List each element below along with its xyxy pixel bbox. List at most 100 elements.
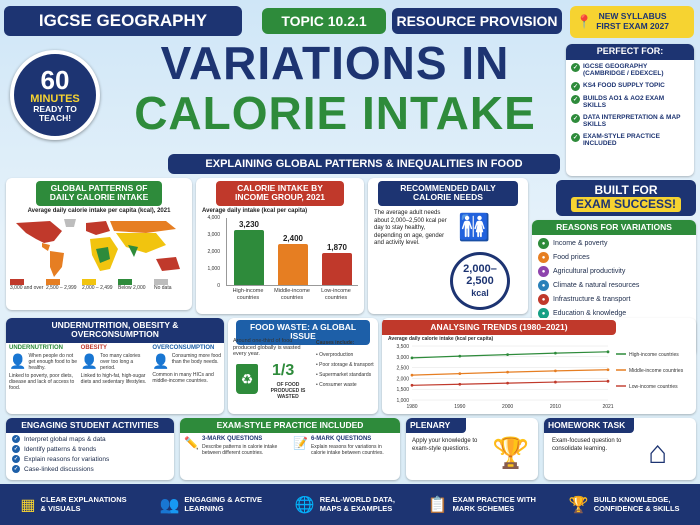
perfect-for-label: EXAM-STYLE PRACTICE INCLUDED: [583, 132, 660, 148]
homework-panel: HOMEWORK TASK Exam-focused question to c…: [544, 418, 696, 480]
map-south-america: [50, 251, 64, 278]
activity-label: Case-linked discussions: [24, 465, 94, 473]
trend-point: [506, 353, 510, 357]
recommended-panel: RECOMMENDED DAILY CALORIE NEEDS The aver…: [368, 178, 528, 314]
map-europe: [86, 221, 110, 236]
global-map-title: GLOBAL PATTERNS OF DAILY CALORIE INTAKE: [36, 181, 162, 206]
grid-icon: ▦: [20, 496, 36, 514]
trend-legend-label: Low-income countries: [629, 384, 678, 390]
trend-point: [606, 350, 610, 354]
legend-swatch: [46, 279, 60, 286]
trend-point: [606, 368, 610, 372]
footer-bar: ▦ CLEAR EXPLANATIONS & VISUALS 👥 ENGAGING &…: [0, 484, 700, 525]
perfect-for-item: ✓ KS4 FOOD SUPPLY TOPIC: [571, 81, 689, 91]
undernutrition-columns: UNDERNUTRITION 👤 When people do not get en…: [6, 343, 224, 393]
title-line-1: VARIATIONS IN: [160, 37, 510, 89]
trend-y-tick: 3,000: [396, 355, 409, 361]
perfect-for-label: KS4 FOOD SUPPLY TOPIC: [583, 81, 665, 89]
map-south-asia: [128, 245, 138, 258]
title-line-2: CALORIE INTAKE: [134, 87, 536, 139]
y-tick-label: 2,000: [207, 249, 220, 255]
trend-point: [506, 381, 510, 385]
perfect-for-list: ✓ IGCSE GEOGRAPHY (CAMBRIDGE / EDEXCEL) ✓ K…: [566, 60, 694, 155]
column-note: Linked to high-fat, high-sugar diets and…: [80, 372, 147, 385]
check-icon: ✓: [571, 62, 580, 72]
map-russia: [110, 221, 176, 234]
perfect-for-label: BUILDS AO1 & AO2 EXAM SKILLS: [583, 94, 665, 110]
plenary-panel: PLENARY Apply your knowledge to exam-sty…: [406, 418, 538, 480]
book-icon: ●: [538, 308, 549, 320]
q2-head: 6-MARK QUESTIONS: [310, 436, 372, 443]
activity-item: ✓ Identify patterns & trends: [12, 445, 168, 454]
income-bar: [278, 244, 308, 285]
trends-ylabel: Average daily calorie intake (kcal per c…: [388, 336, 494, 343]
globe-icon: 🌐: [294, 496, 315, 514]
legend-label: 2,000 – 2,499: [82, 285, 113, 292]
minutes-unit: MINUTES: [30, 92, 80, 105]
built-for-banner: BUILT FOR EXAM SUCCESS!: [556, 180, 696, 216]
topic-label: TOPIC 10.2.1: [281, 13, 367, 29]
money-icon: ●: [538, 238, 549, 250]
check-icon: ✓: [12, 445, 20, 454]
check-icon: ✓: [571, 132, 580, 142]
person-icon: 👤: [152, 352, 170, 369]
column-desc: Too many calories over too long a period…: [100, 352, 141, 371]
trend-point: [458, 382, 462, 386]
q1-head: 3-MARK QUESTIONS: [201, 436, 263, 443]
exam-practice-title: EXAM-STYLE PRACTICE INCLUDED: [180, 418, 400, 434]
group-icon: 👥: [159, 496, 180, 514]
minutes-badge: 60 MINUTES READY TO TEACH!: [10, 50, 100, 140]
page-title: VARIATIONS IN CALORIE INTAKE: [108, 40, 562, 136]
trend-point: [554, 351, 557, 355]
recommended-title: RECOMMENDED DAILY CALORIE NEEDS: [378, 181, 518, 206]
activity-item: ✓ Interpret global maps & data: [12, 435, 168, 444]
y-tick-label: 4,000: [207, 215, 220, 221]
legend-swatch: [82, 279, 96, 286]
trend-x-tick: 2010: [550, 404, 561, 410]
exam-practice-panel: EXAM-STYLE PRACTICE INCLUDED ✏️ 3-MARK Q…: [180, 418, 400, 480]
legend-item: Below 2,000: [118, 279, 152, 291]
legend-label: Below 2,000: [118, 285, 146, 292]
reason-label: Agricultural productivity: [553, 268, 626, 276]
brand-label: IGCSE GEOGRAPHY: [38, 11, 208, 30]
world-map: [16, 219, 180, 278]
reasons-title: REASONS FOR VARIATIONS: [532, 220, 696, 236]
trend-x-tick: 2021: [602, 404, 613, 410]
minutes-number: 60: [40, 64, 70, 95]
pencil-icon: ✏️: [184, 436, 199, 451]
undernutrition-column: OVERCONSUMPTION 👤 Consuming more food than…: [152, 345, 221, 391]
cloud-icon: ●: [538, 280, 549, 292]
tag-icon: ●: [538, 252, 549, 264]
reason-item: ● Income & poverty: [538, 238, 690, 250]
map-asia: [116, 233, 166, 254]
recommended-text: The average adult needs about 2,000–2,50…: [374, 210, 447, 246]
column-heading: OBESITY: [80, 344, 108, 351]
footer-label: REAL-WORLD DATA, MAPS & EXAMPLES: [319, 494, 395, 513]
trend-point: [554, 369, 557, 373]
waste-fraction: 1/3: [272, 362, 295, 379]
trend-point: [410, 383, 414, 387]
y-tick-label: 0: [217, 283, 220, 289]
activity-label: Explain reasons for variations: [24, 455, 110, 463]
column-note: Linked to poverty, poor diets, disease a…: [9, 372, 75, 391]
reason-label: Education & knowledge: [553, 310, 627, 318]
income-chart-panel: CALORIE INTAKE BY INCOME GROUP, 2021 Ave…: [196, 178, 364, 314]
trend-point: [458, 354, 462, 358]
trophy-icon: 🏆: [492, 437, 530, 470]
reason-label: Infrastructure & transport: [553, 296, 631, 304]
syllabus-label: NEW SYLLABUS FIRST EXAM 2027: [596, 11, 669, 31]
built-for-line2: EXAM SUCCESS!: [570, 197, 681, 212]
legend-swatch: [10, 279, 24, 286]
trend-legend-label: Middle-income countries: [629, 368, 684, 374]
trend-point: [506, 370, 510, 374]
plenary-title: PLENARY: [406, 418, 466, 434]
house-icon: ⌂: [648, 434, 668, 470]
income-category-labels: High-income countries Middle-income count…: [226, 288, 358, 301]
food-waste-panel: FOOD WASTE: A GLOBAL ISSUE Around one-th…: [228, 318, 378, 414]
legend-item: 3,000 and over: [10, 279, 44, 291]
map-central-america: [42, 243, 50, 252]
kcal-unit: kcal: [471, 287, 489, 298]
causes-list: • Overproduction • Poor storage & transpo…: [316, 352, 376, 392]
check-icon: ✓: [12, 455, 20, 464]
legend-item: 2,500 – 2,999: [46, 279, 80, 291]
